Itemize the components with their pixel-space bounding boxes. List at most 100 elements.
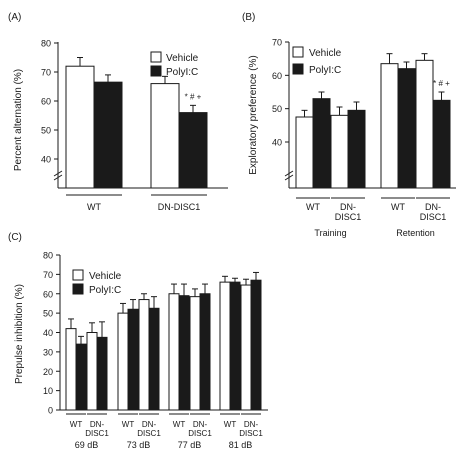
bar [380,63,399,189]
y-tick-label: 80 [41,39,51,49]
x-label-disc1: DISC1 [335,212,362,222]
x-category-label: WT [306,202,320,212]
panel-a-y-ticks: 40 50 60 70 80 [41,39,58,165]
panel-c-ylabel: Prepulse inhibition (%) [14,284,25,384]
bar [138,299,150,411]
bar [312,98,331,189]
legend-polyic-swatch [292,63,304,75]
x-category-label: DN-DISC1 [158,202,201,212]
legend-vehicle-swatch [72,269,84,281]
bar [347,109,366,189]
bar [229,281,241,411]
legend-polyic-label: PolyI:C [309,65,341,76]
bar [199,293,211,411]
y-tick-label: 80 [43,251,53,261]
x-label-dn: DN- [193,420,208,429]
bar [330,114,349,189]
significance-annotation: * # + [185,92,202,101]
x-group-label: 69 dB [75,440,99,450]
x-group-label: Retention [396,228,435,238]
bar [178,112,208,189]
bar [432,99,451,189]
legend-vehicle-label: Vehicle [89,271,122,282]
x-label-disc1: DISC1 [239,429,263,438]
x-label-dn: DN- [425,202,441,212]
bar [178,295,190,411]
x-label-disc1: DISC1 [137,429,161,438]
bar [415,59,434,189]
y-tick-label: 50 [41,126,51,136]
bar [93,81,123,189]
significance-annotation: * # + [433,79,450,88]
x-label-dn: DN- [142,420,157,429]
y-tick-label: 60 [41,97,51,107]
y-tick-label: 70 [43,270,53,280]
panel-c-bars [65,271,262,411]
y-tick-label: 40 [41,155,51,165]
bar [65,65,95,189]
legend-polyic-swatch [72,283,84,295]
x-category-label: WT [87,202,101,212]
panel-a-ylabel: Percent alternation (%) [13,69,24,171]
bar [117,312,129,411]
panel-c-label: (C) [8,232,22,243]
y-tick-label: 20 [43,367,53,377]
bar [397,68,416,189]
panel-a-x-labels: WT DN-DISC1 [66,194,207,212]
legend-vehicle-label: Vehicle [166,53,199,64]
x-category-label: WT [70,420,83,429]
legend-vehicle-label: Vehicle [309,48,342,59]
x-group-label: 73 dB [127,440,151,450]
x-label-dn: DN- [340,202,356,212]
legend-vehicle-swatch [150,51,162,63]
legend-polyic-swatch [150,65,162,77]
panel-a-label: (A) [8,12,21,23]
y-tick-label: 0 [48,406,53,416]
panel-c: (C) Prepulse inhibition (%) 0 10 20 30 40 50 6… [8,232,268,450]
bar [127,308,139,411]
legend-polyic-label: PolyI:C [89,285,121,296]
bar [65,328,77,411]
panel-c-y-ticks: 0 10 20 30 40 50 60 70 80 [43,251,60,416]
x-label-dn: DN- [244,420,259,429]
bar [86,332,98,411]
panel-b-ylabel: Exploratory preference (%) [248,55,259,175]
x-label-disc1: DISC1 [188,429,212,438]
x-category-label: WT [224,420,237,429]
panel-a-axis-break [53,170,63,181]
panel-b-axis-break [284,170,294,181]
panel-a: (A) Percent alternation (%) 40 50 60 70 80 *… [8,12,228,212]
x-group-label: 81 dB [229,440,253,450]
bar [240,284,252,411]
legend-polyic-label: PolyI:C [166,67,198,78]
bar [168,293,180,411]
panel-b-legend: Vehicle PolyI:C [292,46,342,76]
y-tick-label: 10 [43,386,53,396]
bar [96,336,108,411]
y-tick-label: 40 [272,138,282,148]
panel-a-legend: Vehicle PolyI:C [150,51,199,78]
x-group-label: 77 dB [178,440,202,450]
bar [148,307,160,411]
panel-c-legend: Vehicle PolyI:C [72,269,122,296]
x-category-label: WT [122,420,135,429]
y-tick-label: 70 [272,38,282,48]
x-category-label: WT [391,202,405,212]
bar [189,296,201,411]
y-tick-label: 70 [41,68,51,78]
panel-b-y-ticks: 40 50 60 70 [272,38,289,148]
y-tick-label: 40 [43,328,53,338]
y-tick-label: 60 [272,71,282,81]
y-tick-label: 60 [43,289,53,299]
y-tick-label: 50 [272,104,282,114]
bar [75,343,87,411]
y-tick-label: 30 [43,347,53,357]
x-label-disc1: DISC1 [85,429,109,438]
legend-vehicle-swatch [292,46,304,58]
bar [150,83,180,189]
panel-b-bars: * # + [295,53,451,189]
panel-a-bars: * # + [65,57,208,189]
